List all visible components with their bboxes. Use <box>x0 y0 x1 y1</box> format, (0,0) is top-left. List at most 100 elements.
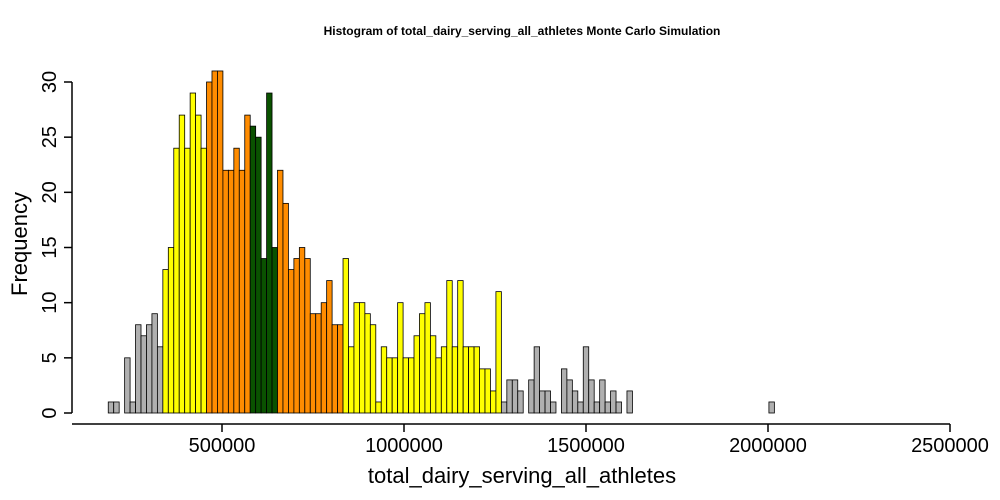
x-tick-label: 2500000 <box>911 435 989 457</box>
histogram-bar <box>571 390 579 414</box>
histogram-bar <box>326 280 333 414</box>
y-tick-label: 0 <box>39 407 61 418</box>
chart-title: Histogram of total_dairy_serving_all_ath… <box>324 24 721 38</box>
histogram-bar <box>222 169 229 414</box>
histogram-bar <box>260 258 267 414</box>
histogram-bar <box>528 379 535 414</box>
histogram-bar <box>135 324 142 414</box>
histogram-bar <box>353 302 360 414</box>
histogram-bar <box>408 357 415 414</box>
histogram-bar <box>539 390 546 414</box>
histogram-bar <box>124 357 131 414</box>
bars-group <box>107 70 775 414</box>
histogram-bar <box>364 313 371 414</box>
histogram-bar <box>457 280 464 414</box>
histogram-bar <box>217 70 224 414</box>
histogram-bar <box>293 258 300 414</box>
histogram-bar <box>282 202 289 414</box>
histogram-bar <box>162 269 169 414</box>
histogram-bar <box>337 324 344 414</box>
histogram-bar <box>419 313 426 414</box>
histogram-bar <box>440 346 448 414</box>
histogram-bar <box>435 357 442 414</box>
histogram-bar <box>604 401 611 414</box>
y-tick-label: 5 <box>39 352 61 363</box>
histogram-bar <box>244 114 251 414</box>
histogram-bar <box>593 401 601 414</box>
histogram-bar <box>255 136 262 414</box>
histogram-bar <box>195 114 202 414</box>
histogram-bar <box>517 390 524 414</box>
histogram-bar <box>238 169 246 414</box>
histogram-bar <box>500 401 508 414</box>
histogram-bar <box>266 92 273 414</box>
histogram-bar <box>342 258 349 414</box>
histogram-bar <box>167 247 175 414</box>
histogram-bar <box>484 368 491 414</box>
histogram-bar <box>490 390 497 414</box>
histogram-bar <box>413 335 420 414</box>
histogram-bar <box>380 346 388 414</box>
histogram-bar <box>304 258 311 414</box>
histogram-bar <box>468 346 475 414</box>
histogram-bar <box>277 169 284 414</box>
histogram-bar <box>375 401 382 414</box>
histogram-bar <box>151 313 158 414</box>
y-tick-label: 10 <box>39 292 61 314</box>
histogram-bar <box>107 401 115 414</box>
histogram-bar <box>446 280 453 414</box>
histogram-bar <box>397 302 404 414</box>
histogram-bar <box>309 313 317 414</box>
histogram-bar <box>156 346 164 414</box>
histogram-bar <box>610 390 617 414</box>
x-axis: 500000 1000000 1500000 2000000 2500000 <box>72 423 989 457</box>
x-tick-label: 1000000 <box>365 435 443 457</box>
x-tick-label: 1500000 <box>547 435 625 457</box>
histogram-bar <box>561 368 568 414</box>
histogram-bar <box>479 368 486 414</box>
histogram-bar <box>577 401 584 414</box>
histogram-bar <box>544 390 551 414</box>
histogram-bar <box>331 324 338 414</box>
y-tick-label: 15 <box>39 236 61 258</box>
histogram-bar <box>566 379 573 414</box>
histogram-bar <box>626 390 633 414</box>
histogram-bar <box>113 401 120 414</box>
histogram-bar <box>227 169 235 414</box>
histogram-bar <box>173 147 180 414</box>
histogram-bar <box>271 247 278 414</box>
x-tick-label: 500000 <box>189 435 256 457</box>
histogram-bar <box>511 379 519 414</box>
histogram-bar <box>288 269 295 414</box>
histogram-bar <box>768 401 775 414</box>
y-tick-label: 20 <box>39 181 61 203</box>
histogram-bar <box>386 357 393 414</box>
histogram-bar <box>298 247 306 414</box>
histogram-bar <box>249 125 257 414</box>
histogram-bar <box>429 335 437 414</box>
histogram-bar <box>533 346 540 414</box>
histogram-bar <box>582 346 590 414</box>
histogram-bar <box>184 147 191 414</box>
histogram-bar <box>506 379 513 414</box>
y-axis-label: Frequency <box>7 192 32 296</box>
histogram-bar <box>495 291 502 414</box>
x-axis-label: total_dairy_serving_all_athletes <box>368 463 676 488</box>
histogram-bar <box>140 335 147 414</box>
histogram-bar <box>315 313 322 414</box>
histogram-bar <box>451 346 459 414</box>
histogram-bar <box>211 70 218 414</box>
histogram-bar <box>369 324 377 414</box>
histogram-bar <box>200 147 207 414</box>
histogram-bar <box>550 401 557 414</box>
histogram-bar <box>588 379 595 414</box>
histogram-bar <box>615 401 622 414</box>
histogram-bar <box>599 379 606 414</box>
histogram-bar <box>206 81 213 414</box>
histogram-bar <box>348 346 355 414</box>
histogram-bar <box>129 401 136 414</box>
histogram-bar <box>424 302 431 414</box>
histogram-bar <box>359 302 366 414</box>
histogram-bar <box>146 324 153 414</box>
